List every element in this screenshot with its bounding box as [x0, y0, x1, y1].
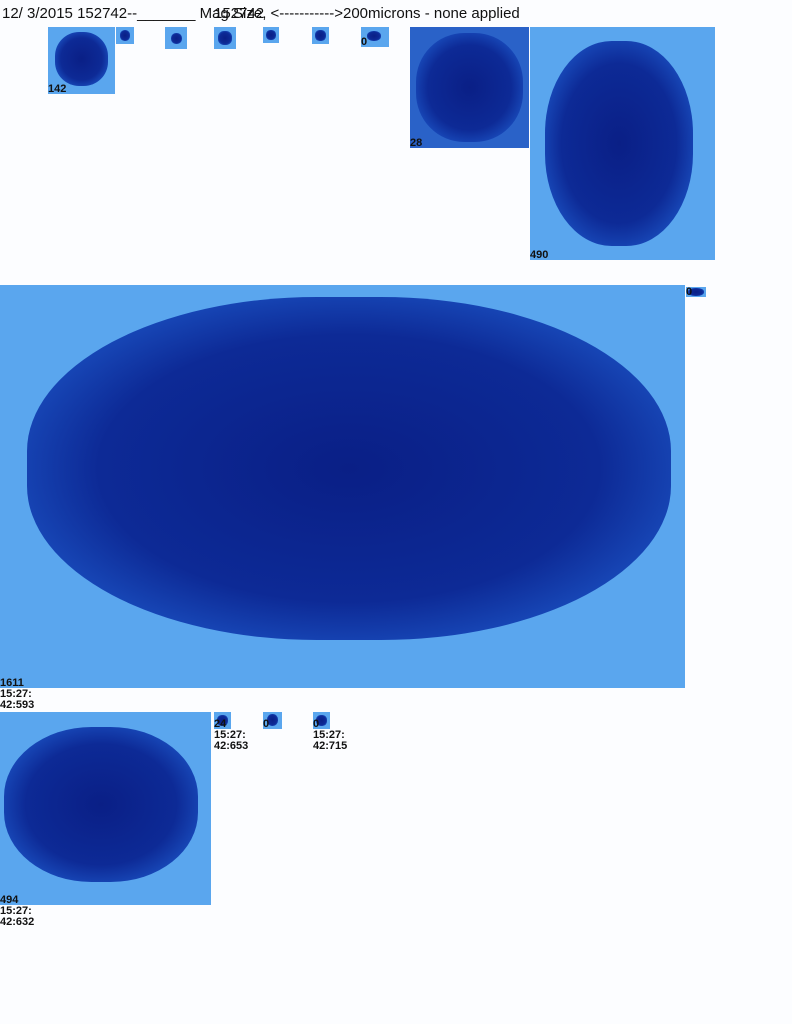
particle-label: 28 — [410, 137, 423, 149]
particle-blob — [415, 33, 524, 142]
particle-blob — [4, 727, 199, 882]
particle-image — [165, 27, 187, 49]
particle-image — [116, 27, 134, 44]
particle-blob — [217, 715, 228, 726]
particle-blob — [316, 715, 327, 726]
particle-blob — [544, 40, 693, 246]
particle-label: 142 — [48, 83, 67, 95]
particle-label: 494 — [0, 894, 19, 906]
particle-label: 0 — [263, 718, 270, 730]
particle-blob — [54, 32, 109, 86]
particle-time: 42:632 — [0, 916, 35, 928]
particle-time: 15:27: — [0, 688, 32, 700]
particle-image — [48, 27, 115, 94]
particle-image — [214, 712, 231, 729]
particle-time: 15:27: — [0, 905, 32, 917]
particle-time: 42:593 — [0, 699, 35, 711]
particle-blob — [170, 32, 182, 44]
particle-time: 15:27: — [214, 729, 246, 741]
particle-blob — [27, 297, 672, 640]
particle-label: 0 — [686, 286, 693, 298]
particle-blob — [119, 30, 131, 41]
particle-image — [214, 27, 236, 49]
particle-label: 0 — [361, 36, 368, 48]
particle-blob — [266, 713, 279, 726]
particle-image — [263, 712, 282, 729]
particle-image — [312, 27, 329, 44]
particle-image — [0, 712, 211, 905]
particle-image — [0, 285, 685, 688]
particle-label: 490 — [530, 249, 549, 261]
particle-time: 42:653 — [214, 740, 249, 752]
particle-image — [263, 27, 279, 43]
particle-label: 0 — [313, 718, 320, 730]
particle-time: 42:715 — [313, 740, 348, 752]
header-overlay: 152742 — [214, 5, 265, 22]
particle-blob — [315, 30, 326, 41]
particle-image — [361, 27, 389, 47]
particle-image — [410, 27, 529, 148]
particle-blob — [218, 31, 232, 45]
header-line: 12/ 3/2015 152742--_______ Mag Size, <--… — [2, 5, 520, 22]
particle-image — [530, 27, 715, 260]
particle-image — [313, 712, 330, 729]
particle-label: 24 — [214, 718, 227, 730]
particle-blob — [366, 31, 381, 41]
particle-label: 1611 — [0, 677, 24, 689]
particle-time: 15:27: — [313, 729, 345, 741]
particle-blob — [266, 30, 276, 40]
particle-blob — [688, 288, 704, 296]
particle-image — [686, 287, 706, 297]
